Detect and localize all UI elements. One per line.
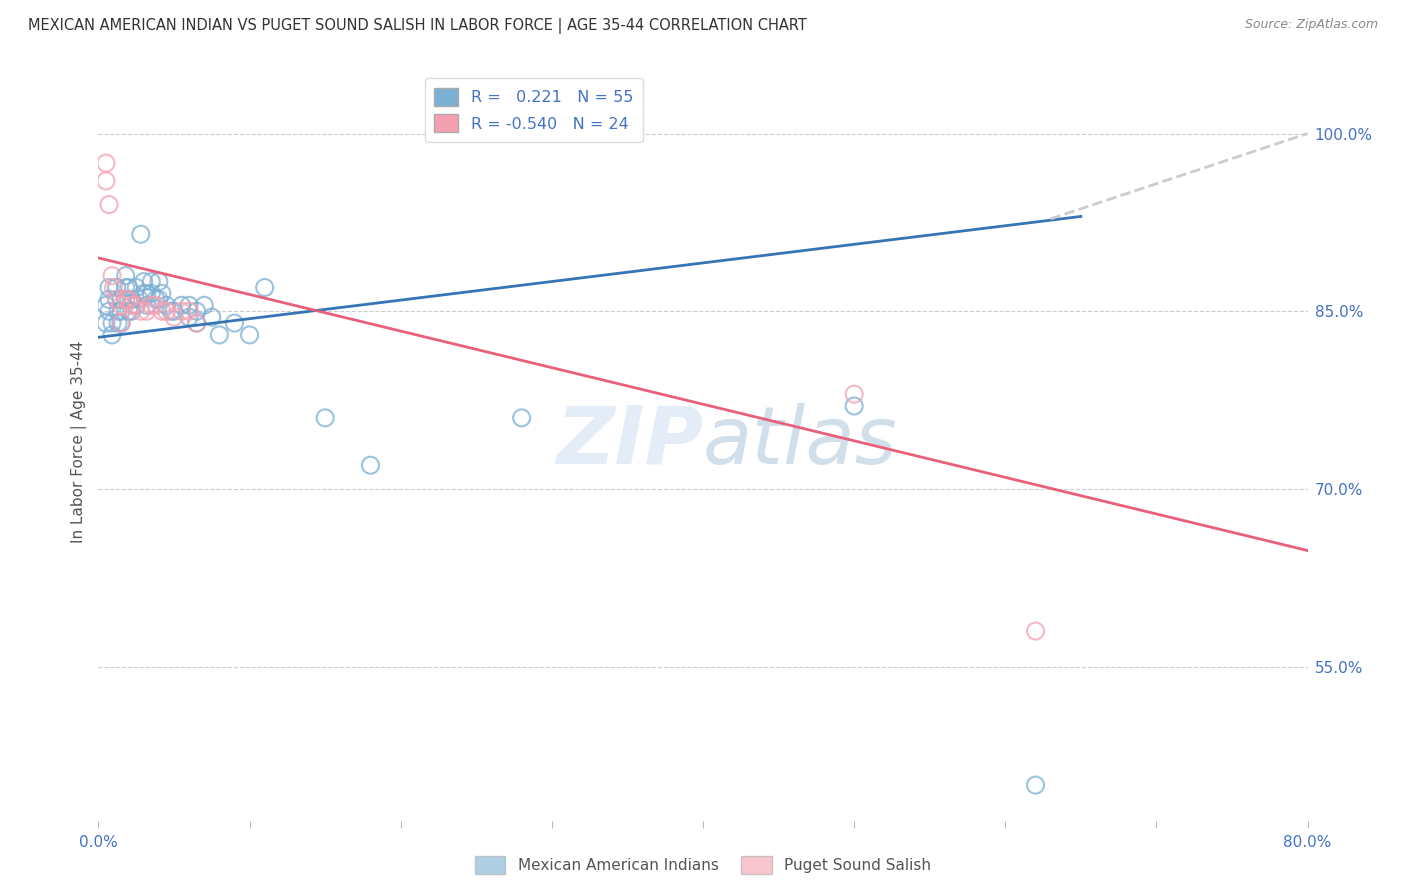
Point: [98, 293, 121, 307]
Point: [150, 304, 173, 318]
Point: [103, 280, 125, 294]
Point: [150, 286, 173, 301]
Legend: Mexican American Indians, Puget Sound Salish: Mexican American Indians, Puget Sound Sa…: [468, 850, 938, 880]
Point: [94, 316, 117, 330]
Point: [1024, 624, 1046, 639]
Point: [101, 316, 124, 330]
Text: ZIP: ZIP: [555, 402, 703, 481]
Point: [107, 316, 129, 330]
Point: [224, 316, 246, 330]
Point: [179, 310, 201, 325]
Text: MEXICAN AMERICAN INDIAN VS PUGET SOUND SALISH IN LABOR FORCE | AGE 35-44 CORRELA: MEXICAN AMERICAN INDIAN VS PUGET SOUND S…: [28, 18, 807, 34]
Point: [170, 298, 193, 312]
Point: [253, 280, 276, 294]
Point: [94, 174, 117, 188]
Point: [94, 156, 117, 170]
Point: [135, 304, 157, 318]
Point: [163, 304, 186, 318]
Point: [110, 304, 132, 318]
Point: [110, 293, 132, 307]
Point: [105, 293, 128, 307]
Point: [160, 304, 183, 318]
Point: [94, 298, 117, 312]
Point: [129, 227, 152, 242]
Point: [114, 293, 136, 307]
Point: [179, 304, 201, 318]
Point: [101, 268, 124, 283]
Point: [105, 280, 128, 294]
Text: atlas: atlas: [703, 402, 898, 481]
Point: [145, 298, 167, 312]
Point: [118, 304, 141, 318]
Text: Source: ZipAtlas.com: Source: ZipAtlas.com: [1244, 18, 1378, 31]
Point: [125, 298, 148, 312]
Point: [193, 298, 215, 312]
Point: [98, 280, 121, 294]
Point: [114, 268, 136, 283]
Point: [118, 293, 141, 307]
Point: [186, 316, 208, 330]
Point: [129, 304, 152, 318]
Point: [186, 316, 208, 330]
Point: [110, 316, 132, 330]
Y-axis label: In Labor Force | Age 35-44: In Labor Force | Age 35-44: [72, 341, 87, 542]
Point: [155, 304, 177, 318]
Point: [148, 293, 170, 307]
Point: [179, 298, 201, 312]
Point: [98, 197, 121, 211]
Point: [170, 304, 193, 318]
Point: [1024, 778, 1046, 792]
Point: [121, 304, 143, 318]
Point: [145, 293, 167, 307]
Point: [132, 275, 155, 289]
Point: [155, 298, 177, 312]
Point: [208, 327, 231, 342]
Point: [201, 310, 224, 325]
Point: [239, 327, 262, 342]
Point: [186, 304, 208, 318]
Point: [360, 458, 382, 473]
Point: [148, 275, 170, 289]
Point: [844, 387, 866, 401]
Point: [114, 280, 136, 294]
Point: [141, 298, 163, 312]
Point: [141, 286, 163, 301]
Point: [844, 399, 866, 413]
Point: [98, 304, 121, 318]
Point: [110, 298, 132, 312]
Point: [125, 298, 148, 312]
Point: [110, 316, 132, 330]
Point: [141, 275, 163, 289]
Point: [118, 293, 141, 307]
Point: [121, 298, 143, 312]
Point: [121, 293, 143, 307]
Point: [314, 410, 336, 425]
Legend: R =   0.221   N = 55, R = -0.540   N = 24: R = 0.221 N = 55, R = -0.540 N = 24: [425, 78, 643, 142]
Point: [118, 280, 141, 294]
Point: [135, 286, 157, 301]
Point: [128, 293, 150, 307]
Point: [163, 310, 186, 325]
Point: [114, 293, 136, 307]
Point: [125, 280, 148, 294]
Point: [132, 286, 155, 301]
Point: [135, 298, 157, 312]
Point: [510, 410, 533, 425]
Point: [107, 304, 129, 318]
Point: [101, 327, 124, 342]
Point: [105, 293, 128, 307]
